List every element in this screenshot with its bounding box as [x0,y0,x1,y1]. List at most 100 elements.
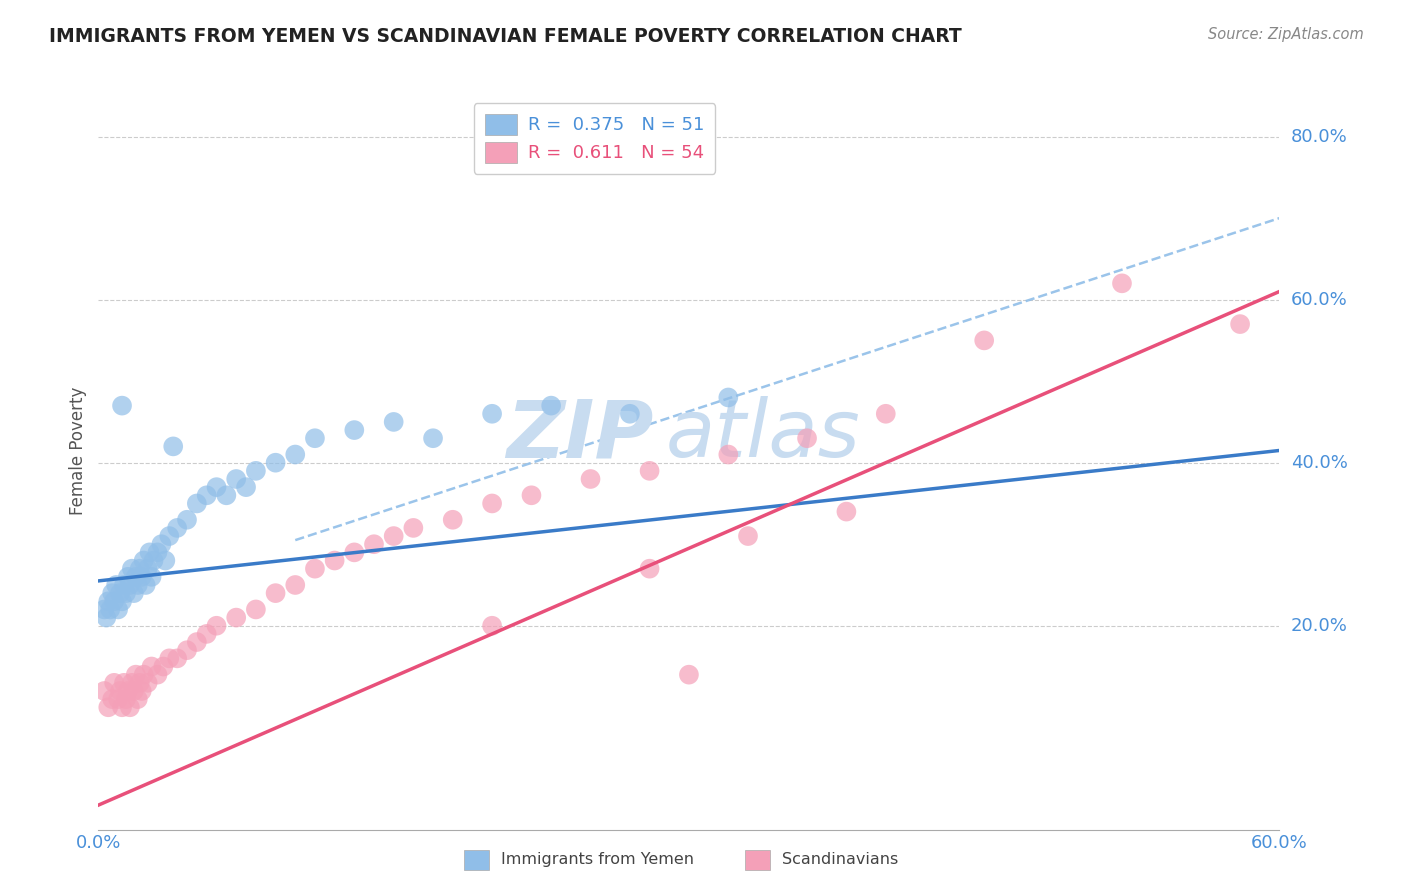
Text: 40.0%: 40.0% [1291,454,1347,472]
Point [520,488,543,502]
Point [111,700,134,714]
Point [122,684,145,698]
Point [717,448,740,462]
FancyBboxPatch shape [464,850,489,870]
Point [579,472,602,486]
Point [245,464,267,478]
Point [121,562,143,576]
Point [284,448,307,462]
Point [125,570,148,584]
Point [108,684,131,698]
Point [122,586,145,600]
Point [128,562,150,576]
Point [138,545,160,559]
Point [1111,277,1133,291]
Point [136,562,159,576]
Point [835,505,858,519]
Point [737,529,759,543]
Point [131,684,153,698]
Point [382,415,405,429]
Point [540,399,562,413]
Text: ZIP: ZIP [506,396,654,475]
Point [973,334,995,348]
FancyBboxPatch shape [745,850,770,870]
Point [481,496,503,510]
Text: 80.0%: 80.0% [1291,128,1347,145]
Point [131,570,153,584]
Point [225,472,247,486]
Text: Scandinavians: Scandinavians [782,853,898,867]
Point [343,545,366,559]
Point [166,651,188,665]
Point [304,431,326,445]
Point [205,480,228,494]
Point [176,643,198,657]
Point [166,521,188,535]
Point [105,578,128,592]
Point [146,667,169,681]
Point [97,700,120,714]
Point [117,570,139,584]
Point [284,578,307,592]
Point [135,578,157,592]
Point [481,407,503,421]
Point [157,651,180,665]
Point [118,578,141,592]
Point [638,562,661,576]
Text: 60.0%: 60.0% [1291,291,1347,309]
Point [186,496,208,510]
Point [235,480,257,494]
Text: Immigrants from Yemen: Immigrants from Yemen [501,853,693,867]
Point [142,553,165,567]
Point [304,562,326,576]
Point [176,513,198,527]
Point [205,619,228,633]
Point [136,675,159,690]
Point [111,399,134,413]
Point [118,700,141,714]
Point [127,578,149,592]
Point [96,610,118,624]
Point [146,545,169,559]
Legend: R =  0.375   N = 51, R =  0.611   N = 54: R = 0.375 N = 51, R = 0.611 N = 54 [474,103,716,174]
Point [125,667,148,681]
Text: IMMIGRANTS FROM YEMEN VS SCANDINAVIAN FEMALE POVERTY CORRELATION CHART: IMMIGRANTS FROM YEMEN VS SCANDINAVIAN FE… [49,27,962,45]
Point [115,692,138,706]
Point [127,692,149,706]
Point [97,594,120,608]
Point [717,391,740,405]
Point [111,594,134,608]
Point [796,431,818,445]
Point [323,553,346,567]
Point [215,488,238,502]
Point [93,684,115,698]
Point [245,602,267,616]
Point [112,578,135,592]
Point [117,684,139,698]
Text: 20.0%: 20.0% [1291,616,1347,635]
Point [422,431,444,445]
Point [481,619,503,633]
Point [141,570,163,584]
Point [678,667,700,681]
Y-axis label: Female Poverty: Female Poverty [69,386,87,515]
Point [128,675,150,690]
Point [638,464,661,478]
Point [150,537,173,551]
Point [441,513,464,527]
Point [141,659,163,673]
Point [107,602,129,616]
Point [264,586,287,600]
Text: atlas: atlas [665,396,860,475]
Point [343,423,366,437]
Point [132,667,155,681]
Point [101,586,124,600]
Point [155,553,177,567]
Point [98,602,121,616]
Point [195,488,218,502]
Point [152,659,174,673]
Point [112,675,135,690]
Point [121,675,143,690]
Point [108,586,131,600]
Point [363,537,385,551]
